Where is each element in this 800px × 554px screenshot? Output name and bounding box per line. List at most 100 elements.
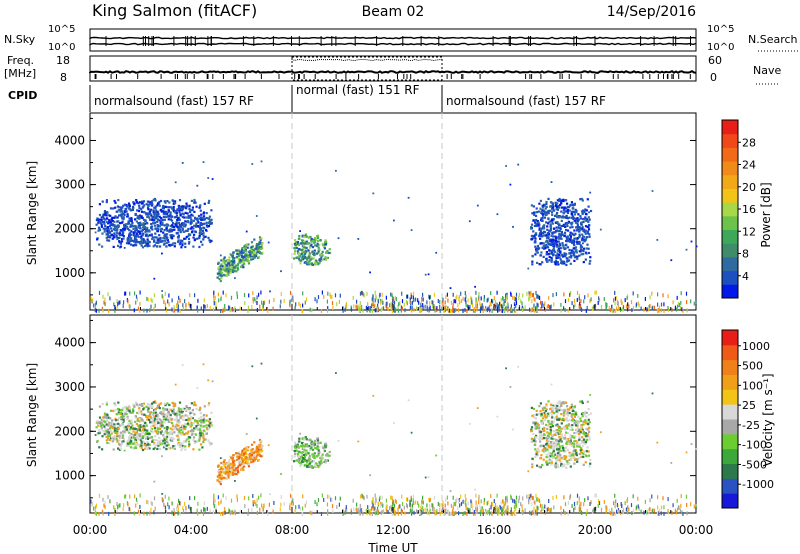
- range-cell: [556, 418, 559, 421]
- range-cell: [200, 240, 203, 243]
- range-cell: [574, 208, 577, 211]
- range-cell: [302, 254, 305, 257]
- range-cell: [316, 235, 319, 238]
- range-cell: [556, 261, 559, 264]
- range-cell: [557, 456, 561, 459]
- range-cell: [452, 308, 454, 313]
- range-cell: [393, 305, 395, 310]
- range-cell: [156, 406, 159, 409]
- range-cell: [209, 421, 212, 425]
- range-cell: [205, 414, 208, 417]
- range-cell: [181, 430, 184, 433]
- range-cell: [568, 458, 571, 461]
- range-cell: [162, 212, 165, 216]
- range-cell: [536, 422, 539, 425]
- range-cell: [241, 248, 244, 251]
- range-cell: [152, 219, 155, 222]
- range-cell: [583, 413, 586, 416]
- range-cell: [173, 428, 176, 431]
- range-cell: [310, 237, 313, 241]
- range-cell: [245, 254, 248, 257]
- range-cell: [191, 209, 194, 212]
- range-cell: [241, 247, 244, 250]
- range-cell: [153, 240, 156, 243]
- range-cell: [130, 239, 133, 242]
- range-cell: [324, 461, 327, 464]
- range-cell: [426, 307, 428, 312]
- range-cell: [139, 435, 142, 438]
- range-cell: [165, 308, 167, 313]
- range-cell: [123, 300, 125, 305]
- range-cell: [186, 432, 189, 435]
- range-cell: [301, 255, 304, 259]
- range-cell: [561, 446, 565, 450]
- nsky-right-tick-bottom: 10^0: [707, 42, 734, 53]
- range-cell: [247, 458, 250, 461]
- range-cell: [534, 440, 537, 443]
- range-cell: [184, 245, 187, 249]
- range-cell: [552, 219, 555, 222]
- range-cell: [205, 212, 208, 215]
- range-cell: [663, 308, 665, 313]
- range-cell: [126, 225, 129, 228]
- range-cell: [157, 444, 160, 447]
- range-cell: [560, 199, 563, 202]
- range-cell: [543, 412, 546, 415]
- range-cell: [457, 303, 459, 308]
- range-cell: [223, 468, 226, 471]
- range-cell: [161, 421, 164, 424]
- range-cell: [129, 237, 132, 241]
- range-cell: [153, 293, 156, 298]
- range-cell: [119, 436, 122, 439]
- range-cell: [242, 261, 245, 264]
- range-cell: [182, 303, 184, 308]
- range-cell: [259, 450, 262, 453]
- range-cell: [119, 209, 122, 212]
- range-cell: [145, 203, 148, 206]
- range-cell: [637, 301, 639, 306]
- range-cell: [560, 260, 563, 263]
- range-cell: [316, 445, 319, 448]
- range-cell: [560, 435, 563, 438]
- range-cell: [190, 422, 193, 425]
- range-cell: [181, 410, 184, 413]
- range-cell: [638, 303, 640, 308]
- range-cell: [241, 467, 244, 470]
- range-cell: [128, 442, 131, 445]
- range-cell: [391, 309, 393, 313]
- range-cell: [305, 459, 308, 463]
- range-cell: [317, 442, 320, 445]
- range-cell: [192, 227, 195, 230]
- range-cell: [361, 290, 363, 295]
- range-cell: [153, 215, 156, 218]
- range-cell: [546, 427, 549, 430]
- range-cell: [108, 219, 111, 222]
- colorbar-swatch: [722, 215, 738, 231]
- range-cell: [97, 424, 100, 427]
- range-cell: [564, 254, 567, 257]
- range-cell: [175, 412, 178, 415]
- range-cell: [549, 230, 552, 233]
- range-cell: [140, 432, 143, 435]
- range-cell: [189, 293, 191, 298]
- range-cell: [205, 427, 208, 430]
- range-cell: [579, 217, 582, 220]
- range-cell: [98, 218, 101, 221]
- range-cell: [223, 265, 226, 268]
- range-cell: [569, 254, 573, 257]
- range-cell: [108, 308, 110, 313]
- power-y-label: Slant Range [km]: [25, 161, 39, 265]
- range-cell: [229, 264, 232, 267]
- range-cell: [224, 269, 227, 272]
- colorbar-swatch: [722, 133, 738, 148]
- range-cell: [108, 421, 111, 424]
- range-cell: [219, 472, 222, 475]
- range-cell: [571, 428, 574, 431]
- range-cell: [96, 238, 99, 241]
- range-cell: [530, 290, 532, 295]
- range-cell: [114, 206, 117, 209]
- range-cell: [137, 306, 140, 311]
- range-cell: [144, 226, 147, 229]
- range-cell: [140, 230, 143, 233]
- range-cell: [140, 441, 143, 444]
